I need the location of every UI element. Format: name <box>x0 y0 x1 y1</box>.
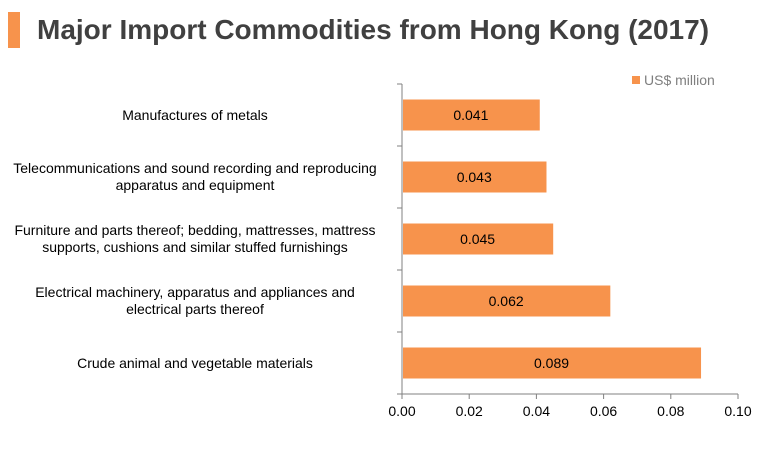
category-label-line: apparatus and equipment <box>115 177 275 193</box>
category-label: Electrical machinery, apparatus and appl… <box>0 284 390 318</box>
category-label-line: supports, cushions and similar stuffed f… <box>42 239 348 255</box>
title-accent-bar <box>8 12 20 48</box>
category-label-line: Manufactures of metals <box>122 106 268 123</box>
category-label: Telecommunications and sound recording a… <box>0 160 390 194</box>
x-tick-label: 0.04 <box>523 403 550 419</box>
category-label-line: Electrical machinery, apparatus and appl… <box>35 284 355 300</box>
data-label: 0.041 <box>453 107 488 123</box>
x-tick-label: 0.10 <box>724 403 751 419</box>
bar <box>403 285 611 317</box>
bar <box>403 99 540 131</box>
category-label-line: Crude animal and vegetable materials <box>77 354 313 371</box>
data-label: 0.089 <box>534 355 569 371</box>
category-label: Furniture and parts thereof; bedding, ma… <box>0 222 390 256</box>
category-label-line: Furniture and parts thereof; bedding, ma… <box>14 222 376 238</box>
data-label: 0.062 <box>489 293 524 309</box>
x-tick-label: 0.02 <box>456 403 483 419</box>
bar <box>403 223 554 255</box>
category-label: Manufactures of metals <box>0 107 390 124</box>
category-label-line: Telecommunications and sound recording a… <box>13 160 377 176</box>
chart-title: Major Import Commodities from Hong Kong … <box>37 14 710 45</box>
x-tick-label: 0.06 <box>590 403 617 419</box>
x-tick-label: 0.08 <box>657 403 684 419</box>
legend-label: US$ million <box>644 72 715 88</box>
data-label: 0.043 <box>457 169 492 185</box>
x-tick-label: 0.00 <box>388 403 415 419</box>
category-label: Crude animal and vegetable materials <box>0 355 390 372</box>
legend: US$ million <box>632 72 715 88</box>
category-label-line: electrical parts thereof <box>126 301 264 317</box>
bar <box>403 161 547 193</box>
legend-swatch <box>632 76 640 84</box>
data-label: 0.045 <box>460 231 495 247</box>
bar <box>403 347 702 379</box>
